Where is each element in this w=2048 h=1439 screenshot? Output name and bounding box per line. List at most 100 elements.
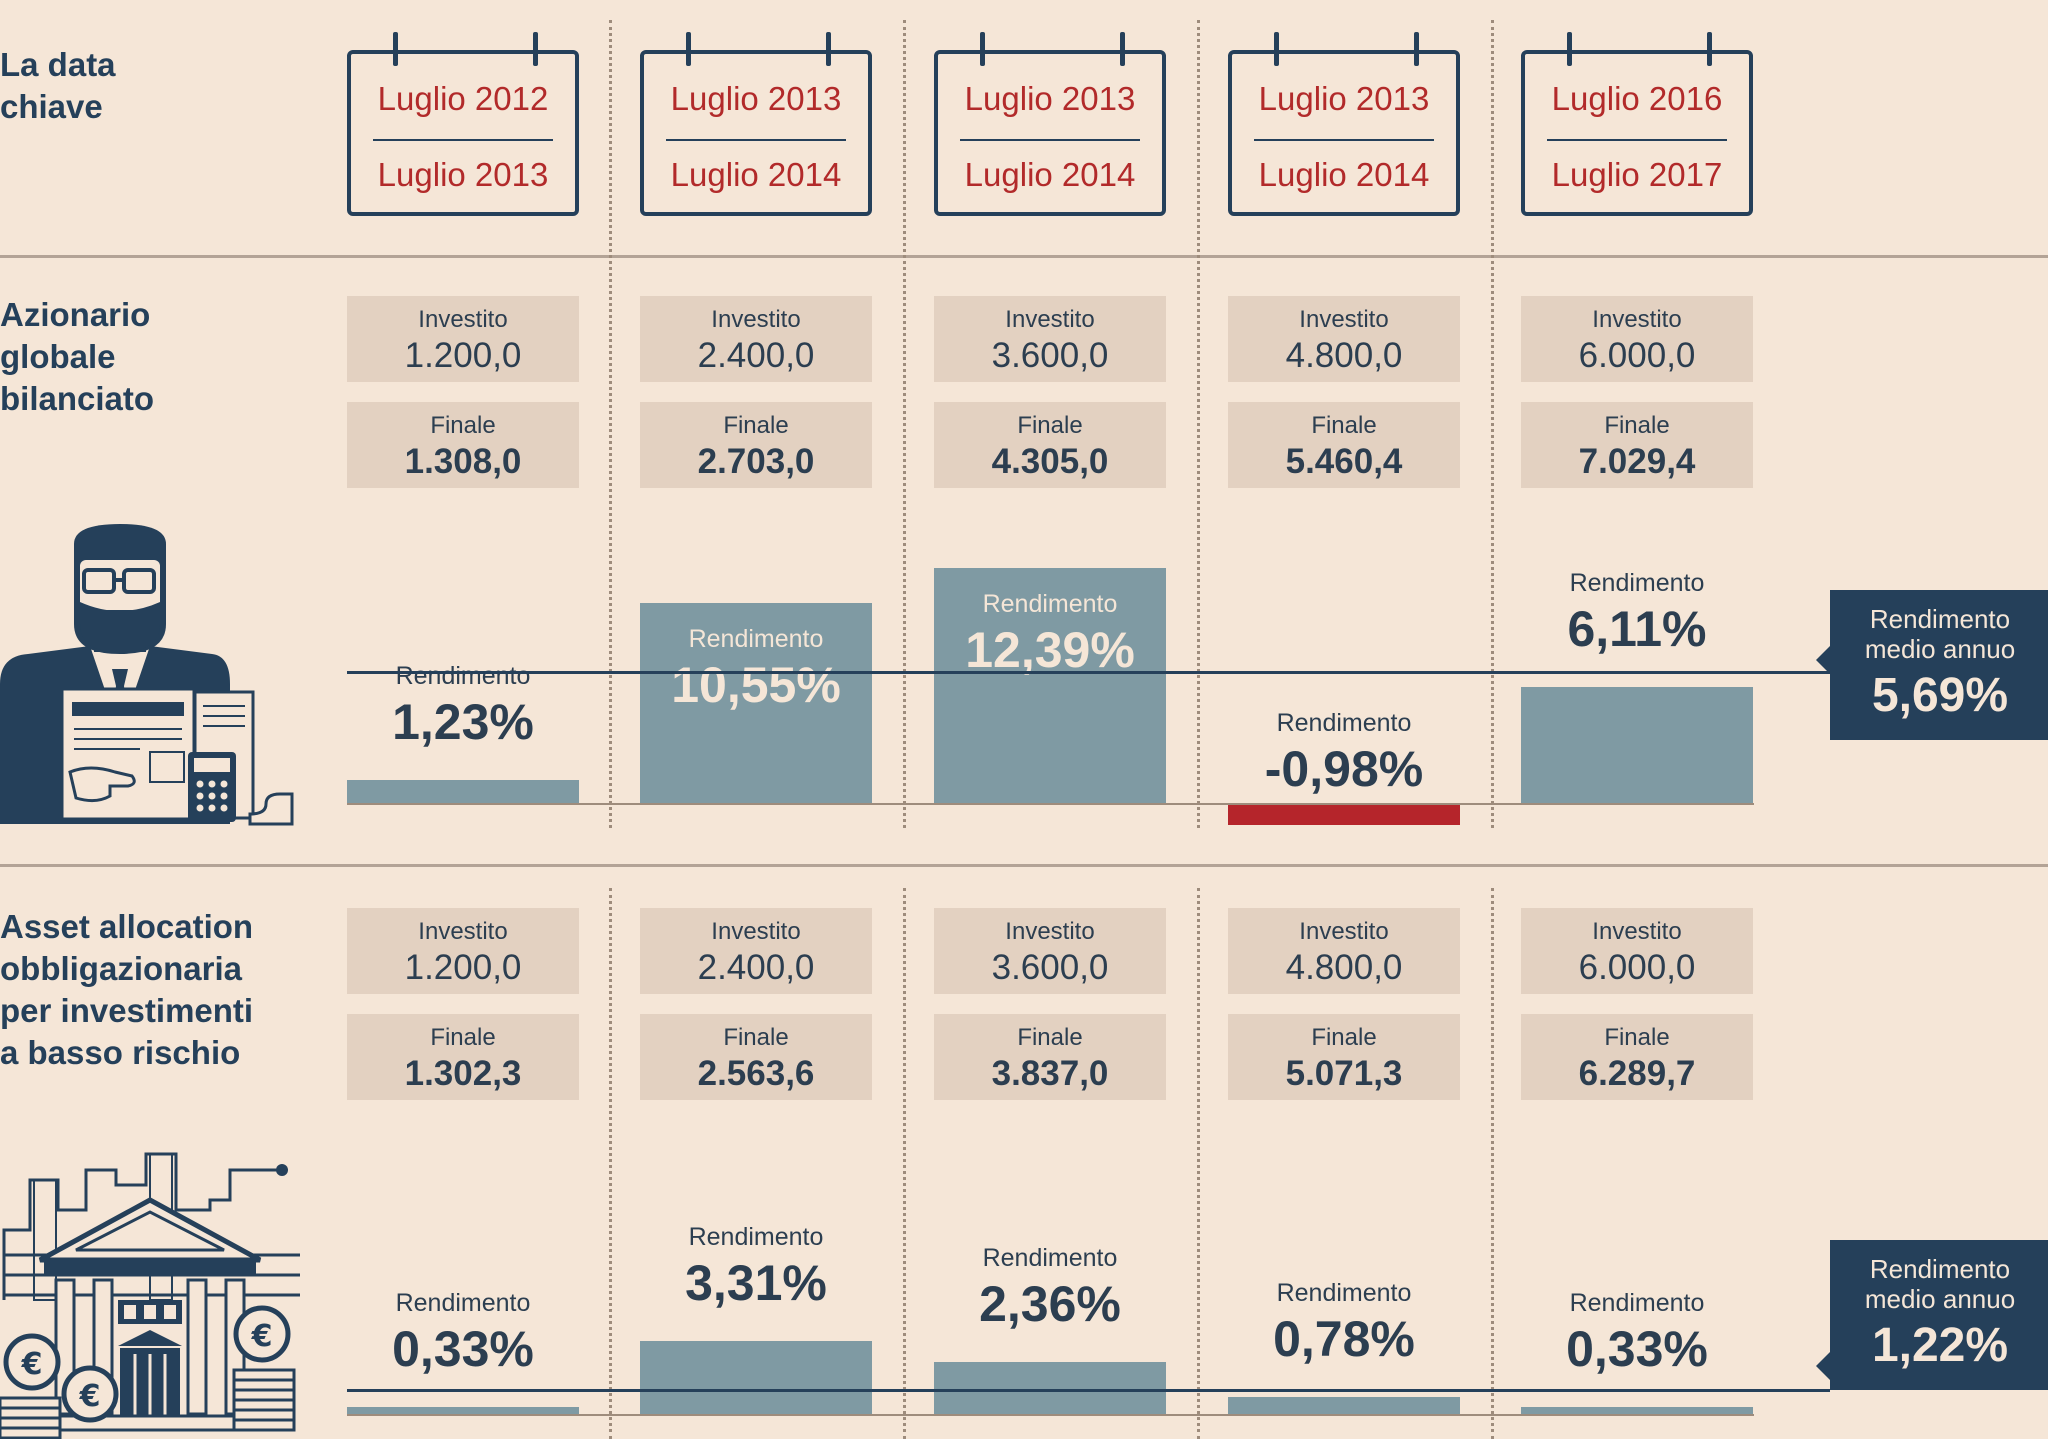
final-label: Finale xyxy=(1604,1024,1670,1051)
avg-pointer-equity xyxy=(1816,646,1830,674)
invested-label: Investito xyxy=(711,306,801,333)
return-bar xyxy=(640,602,872,803)
period-end: Luglio 2014 xyxy=(670,156,842,193)
final-box: Finale 4.305,0 xyxy=(934,402,1166,488)
return-caption: Rendimento xyxy=(1569,1288,1705,1317)
calendar-period: Luglio 2013 Luglio 2014 xyxy=(1228,32,1460,216)
return-label: Rendimento 6,11% xyxy=(1521,569,1753,658)
column-separator xyxy=(1491,888,1494,1439)
final-label: Finale xyxy=(430,412,496,439)
calendar-ring xyxy=(826,32,831,66)
invested-value: 2.400,0 xyxy=(697,948,815,987)
final-value: 5.460,4 xyxy=(1285,442,1403,481)
calendar-ring xyxy=(686,32,691,66)
return-caption: Rendimento xyxy=(1276,709,1412,737)
return-bar xyxy=(640,1341,872,1414)
invested-box: Investito 1.200,0 xyxy=(347,908,579,994)
invested-label: Investito xyxy=(418,918,508,945)
bank-icon: € € € xyxy=(0,1152,300,1439)
invested-value: 4.800,0 xyxy=(1285,336,1403,375)
invested-box: Investito 2.400,0 xyxy=(640,908,872,994)
final-label: Finale xyxy=(723,1024,789,1051)
avg-pointer-bond xyxy=(1816,1352,1830,1380)
invested-label: Investito xyxy=(1005,918,1095,945)
return-label: Rendimento 12,39% xyxy=(934,590,1166,679)
period-end: Luglio 2014 xyxy=(964,156,1136,193)
period-start: Luglio 2013 xyxy=(1258,80,1430,117)
final-box: Finale 1.308,0 xyxy=(347,402,579,488)
return-value: 2,36% xyxy=(979,1276,1121,1333)
return-value: 10,55% xyxy=(671,656,841,713)
final-label: Finale xyxy=(723,412,789,439)
column-separator xyxy=(1491,20,1494,828)
final-label: Finale xyxy=(1311,412,1377,439)
average-line xyxy=(347,671,1830,674)
invested-label: Investito xyxy=(1592,306,1682,333)
invested-box: Investito 4.800,0 xyxy=(1228,296,1460,382)
period-start: Luglio 2013 xyxy=(670,80,842,117)
final-value: 1.308,0 xyxy=(404,442,522,481)
divider-top xyxy=(0,255,2048,258)
calendar-ring xyxy=(1274,32,1279,66)
return-label: Rendimento 3,31% xyxy=(640,1223,872,1312)
column-separator xyxy=(609,20,612,828)
invested-box: Investito 6.000,0 xyxy=(1521,908,1753,994)
period-start: Luglio 2013 xyxy=(964,80,1136,117)
final-value: 1.302,3 xyxy=(404,1054,522,1093)
invested-label: Investito xyxy=(1005,306,1095,333)
svg-text:€: € xyxy=(251,1319,273,1354)
final-label: Finale xyxy=(430,1024,496,1051)
final-value: 3.837,0 xyxy=(991,1054,1109,1093)
avg-box-equity: Rendimento medio annuo 5,69% xyxy=(1816,590,2048,740)
heading-date-key: La data chiave xyxy=(0,46,116,125)
invested-value: 3.600,0 xyxy=(991,948,1109,987)
return-label: Rendimento 10,55% xyxy=(640,625,872,714)
period-end: Luglio 2017 xyxy=(1551,156,1723,193)
return-caption: Rendimento xyxy=(1276,1278,1412,1307)
final-value: 2.703,0 xyxy=(697,442,815,481)
final-label: Finale xyxy=(1017,1024,1083,1051)
return-bar xyxy=(1521,686,1753,803)
invested-label: Investito xyxy=(1299,918,1389,945)
return-bar xyxy=(347,779,579,803)
final-box: Finale 2.563,6 xyxy=(640,1014,872,1100)
invested-value: 6.000,0 xyxy=(1578,336,1696,375)
return-label: Rendimento 2,36% xyxy=(934,1244,1166,1333)
final-box: Finale 5.460,4 xyxy=(1228,402,1460,488)
final-box: Finale 1.302,3 xyxy=(347,1014,579,1100)
final-box: Finale 2.703,0 xyxy=(640,402,872,488)
return-value: 1,23% xyxy=(392,693,534,750)
invested-box: Investito 3.600,0 xyxy=(934,296,1166,382)
return-value: -0,98% xyxy=(1264,741,1424,797)
calendar-period: Luglio 2012 Luglio 2013 xyxy=(347,32,579,216)
return-caption: Rendimento xyxy=(688,624,824,653)
final-box: Finale 6.289,7 xyxy=(1521,1014,1753,1100)
avg-box-bond: Rendimento medio annuo 1,22% xyxy=(1816,1240,2048,1390)
invested-box: Investito 6.000,0 xyxy=(1521,296,1753,382)
final-value: 6.289,7 xyxy=(1578,1054,1696,1093)
final-box: Finale 3.837,0 xyxy=(934,1014,1166,1100)
invested-label: Investito xyxy=(1592,918,1682,945)
return-value: 12,39% xyxy=(965,621,1135,678)
return-value: 6,11% xyxy=(1567,600,1707,657)
final-box: Finale 7.029,4 xyxy=(1521,402,1753,488)
period-start: Luglio 2012 xyxy=(377,80,549,117)
final-value: 4.305,0 xyxy=(991,442,1109,481)
svg-text:€: € xyxy=(21,1347,43,1382)
average-line xyxy=(347,1389,1830,1392)
return-bar xyxy=(1228,803,1460,825)
zero-baseline xyxy=(347,1414,1754,1416)
return-value: 3,31% xyxy=(685,1255,827,1312)
period-end: Luglio 2014 xyxy=(1258,156,1430,193)
businessman-icon xyxy=(0,524,294,826)
return-caption: Rendimento xyxy=(982,589,1118,618)
calendar-divider xyxy=(1254,139,1434,141)
period-end: Luglio 2013 xyxy=(377,156,549,193)
return-bar xyxy=(934,567,1166,803)
return-value: 0,33% xyxy=(392,1320,534,1377)
column-separator xyxy=(903,888,906,1439)
calendar-divider xyxy=(1547,139,1727,141)
final-value: 7.029,4 xyxy=(1578,442,1696,481)
invested-box: Investito 4.800,0 xyxy=(1228,908,1460,994)
invested-value: 1.200,0 xyxy=(404,948,522,987)
